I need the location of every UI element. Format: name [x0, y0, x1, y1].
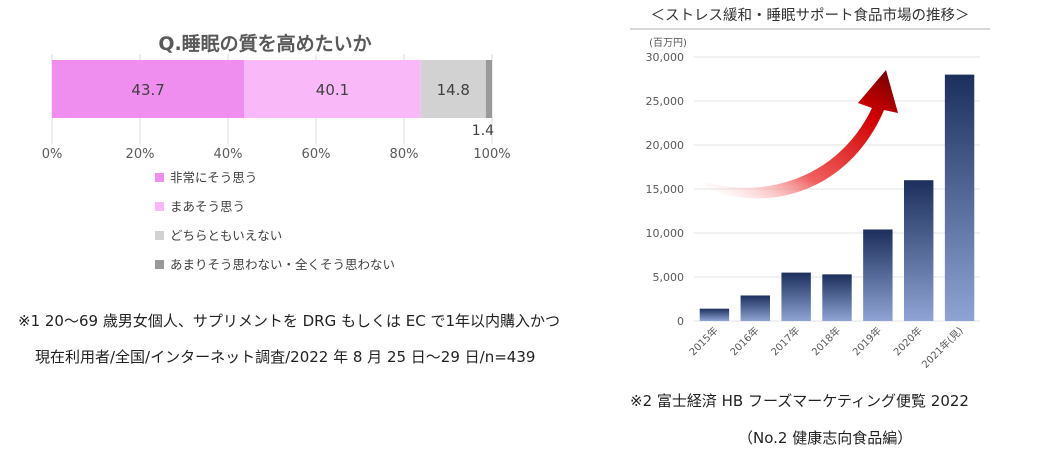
- chart-title: ＜ストレス緩和・睡眠サポート食品市場の推移＞: [651, 7, 970, 24]
- x-tick-label: 20%: [126, 147, 155, 162]
- bar: [944, 74, 975, 321]
- stacked-bar: [52, 60, 492, 118]
- bars: [699, 74, 975, 321]
- y-tick-label: 30,000: [646, 51, 685, 64]
- y-axis-unit: (百万円): [649, 37, 687, 49]
- bar: [740, 295, 770, 321]
- legend-label: あまりそう思わない・全くそう思わない: [170, 257, 395, 272]
- x-axis-ticks: 0% 20% 40% 60% 80% 100%: [42, 147, 511, 162]
- x-tick-label: 40%: [214, 147, 243, 162]
- legend-swatch: [155, 231, 164, 240]
- legend-label: 非常にそう思う: [170, 170, 257, 185]
- x-tick-label: 80%: [390, 147, 419, 162]
- bar-segment: [52, 60, 245, 118]
- x-tick-label: 2017年: [768, 324, 802, 358]
- bar-segment: [485, 60, 492, 118]
- x-tick-label: 2018年: [809, 324, 843, 358]
- data-label: 1.4: [472, 123, 494, 139]
- x-tick-label: 2016年: [727, 324, 761, 358]
- y-tick-label: 5,000: [653, 271, 685, 284]
- data-label: 14.8: [437, 81, 470, 99]
- x-tick-label: 2015年: [686, 324, 720, 358]
- y-tick-label: 0: [677, 315, 684, 328]
- bar: [863, 229, 893, 321]
- bar-segment: [244, 60, 421, 118]
- survey-stacked-bar-chart: Q.睡眠の質を高めたいか 43.7 40.1 14.8 1.4 0% 20% 40% 60%…: [42, 32, 511, 272]
- y-axis-ticks: 0 5,000 10,000 15,000 20,000 25,000 30,000: [646, 51, 685, 328]
- x-tick-label: 2020年: [891, 324, 925, 358]
- data-labels: 43.7 40.1 14.8 1.4: [131, 81, 494, 139]
- data-label: 40.1: [316, 81, 349, 99]
- footnote-2-line-1: ※2 富士経済 HB フーズマーケティング便覧 2022: [630, 392, 969, 410]
- legend-label: どちらともいえない: [170, 228, 282, 243]
- data-label: 43.7: [131, 81, 164, 99]
- y-tick-label: 25,000: [646, 95, 685, 108]
- x-tick-label: 2021年(見): [919, 324, 966, 371]
- x-tick-label: 0%: [42, 147, 63, 162]
- footnote-1-line-2: 現在利用者/全国/インターネット調査/2022 年 8 月 25 日～29 日/…: [35, 348, 536, 366]
- x-tick-label: 60%: [302, 147, 331, 162]
- legend-label: まあそう思う: [170, 199, 245, 214]
- market-trend-bar-chart: ＜ストレス緩和・睡眠サポート食品市場の推移＞ (百万円) 0 5,000 10,00…: [630, 7, 990, 371]
- chart-title: Q.睡眠の質を高めたいか: [158, 32, 371, 55]
- y-tick-label: 15,000: [646, 183, 685, 196]
- x-tick-label: 100%: [473, 147, 510, 162]
- y-tick-label: 10,000: [646, 227, 685, 240]
- footnote-1-line-1: ※1 20～69 歳男女個人、サプリメントを DRG もしくは EC で1年以内…: [18, 312, 560, 330]
- bar: [781, 272, 811, 321]
- bar: [904, 180, 934, 321]
- y-tick-label: 20,000: [646, 139, 685, 152]
- footnote-2-line-2: （No.2 健康志向食品編）: [738, 429, 913, 447]
- growth-arrow-icon: [705, 70, 898, 199]
- bar-segment: [420, 60, 486, 118]
- bar: [822, 274, 852, 321]
- bar: [699, 308, 730, 321]
- x-tick-label: 2019年: [850, 324, 884, 358]
- legend-swatch: [155, 173, 164, 182]
- legend-swatch: [155, 260, 164, 269]
- legend-swatch: [155, 202, 164, 211]
